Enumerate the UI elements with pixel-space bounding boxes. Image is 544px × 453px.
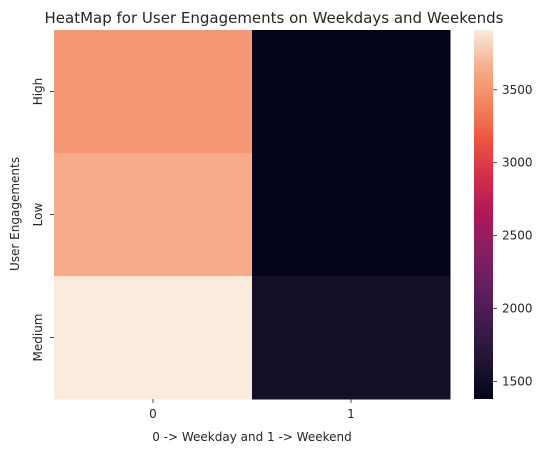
chart-title: HeatMap for User Engagements on Weekdays…	[45, 9, 504, 27]
x-tick-label: 0	[149, 407, 157, 421]
y-axis-label: User Engagements	[8, 157, 22, 271]
colorbar-tick-label: 3500	[502, 83, 533, 97]
x-axis-label: 0 -> Weekday and 1 -> Weekend	[152, 430, 352, 444]
colorbar	[474, 30, 493, 399]
heatmap-cell-medium-0	[54, 276, 253, 400]
heatmap-cell-medium-1	[252, 276, 451, 400]
heatmap-cell-high-1	[252, 30, 451, 154]
heatmap-cell-high-0	[54, 30, 253, 154]
x-tick-label: 1	[347, 407, 355, 421]
y-tick-labels: High Low Medium	[31, 78, 54, 362]
colorbar-tick-label: 2500	[502, 229, 533, 243]
heatmap-cells	[54, 30, 451, 400]
y-tick-label: Medium	[31, 314, 45, 362]
colorbar-tick-label: 3000	[502, 156, 533, 170]
colorbar-tick-label: 2000	[502, 302, 533, 316]
colorbar-tick-label: 1500	[502, 374, 533, 388]
colorbar-ticks: 1500 2000 2500 3000 3500	[493, 83, 533, 388]
heatmap-cell-low-0	[54, 153, 253, 277]
heatmap-cell-low-1	[252, 153, 451, 277]
y-tick-label: High	[31, 78, 45, 106]
y-tick-label: Low	[31, 203, 45, 227]
